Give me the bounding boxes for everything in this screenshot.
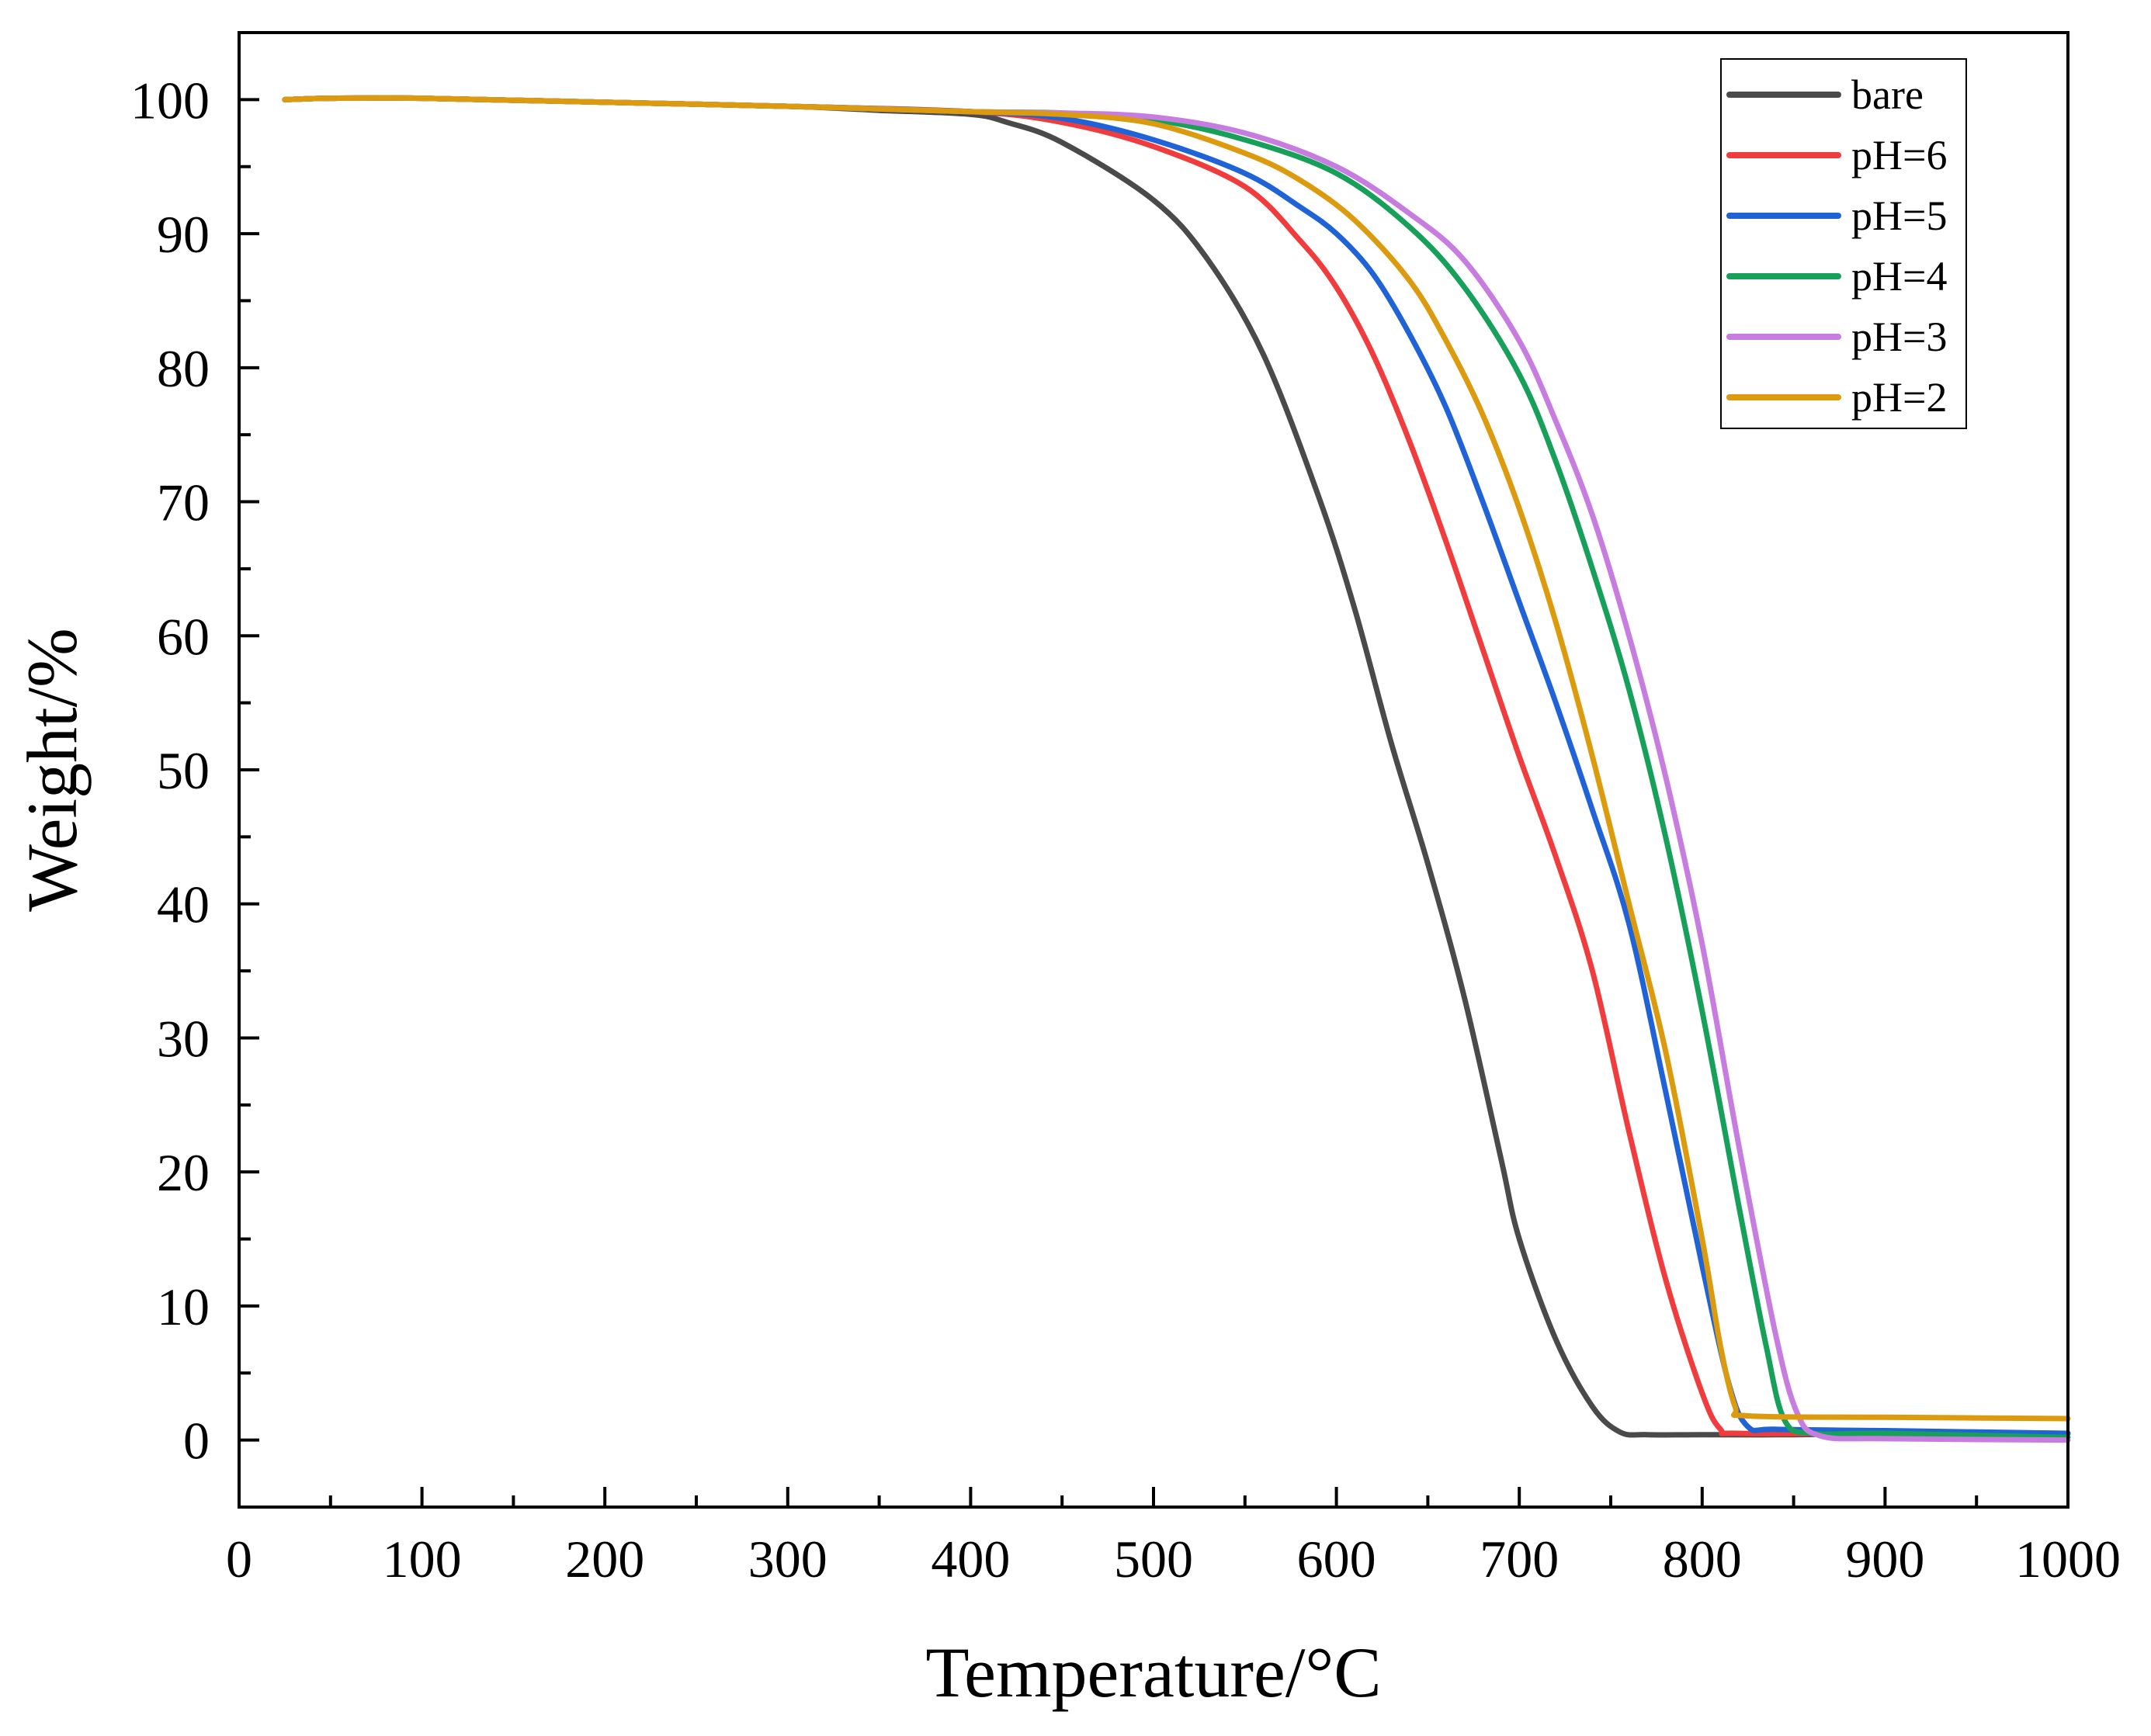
x-tick-label: 500 xyxy=(1114,1530,1193,1589)
y-tick-label: 0 xyxy=(183,1412,210,1471)
series-layer xyxy=(282,95,2071,1443)
x-tick-label: 200 xyxy=(565,1530,644,1589)
legend-label: pH=5 xyxy=(1851,192,1947,239)
series-line-ph-2 xyxy=(282,95,2071,1422)
y-tick-label: 50 xyxy=(157,741,210,800)
legend-label: bare xyxy=(1851,71,1924,118)
x-tick-label: 300 xyxy=(748,1530,827,1589)
y-tick-label: 90 xyxy=(157,205,210,264)
plot-frame xyxy=(238,31,2069,1509)
y-tick-label: 40 xyxy=(157,875,210,934)
legend-label: pH=3 xyxy=(1851,314,1947,360)
x-tick-label: 400 xyxy=(931,1530,1010,1589)
legend: bare pH=6 pH=5 pH=4 pH=3 pH=2 xyxy=(1720,58,1967,429)
x-tick-label: 100 xyxy=(383,1530,462,1589)
x-tick-label: 600 xyxy=(1297,1530,1376,1589)
y-tick-label: 100 xyxy=(130,71,210,130)
x-tick-label: 0 xyxy=(226,1530,252,1589)
y-tick-label: 60 xyxy=(157,607,210,666)
x-tick-label: 900 xyxy=(1845,1530,1924,1589)
x-tick-label: 1000 xyxy=(2015,1530,2121,1589)
y-axis-label: Weight/% xyxy=(12,628,92,912)
y-tick-label: 80 xyxy=(157,339,210,398)
legend-label: pH=4 xyxy=(1851,253,1947,300)
y-tick-label: 10 xyxy=(157,1277,210,1336)
legend-label: pH=6 xyxy=(1851,132,1947,178)
y-tick-label: 30 xyxy=(157,1009,210,1068)
tick-layer: 0 100 200 300 400 500 600 700 800 900 1000 0 10 20 30 4… xyxy=(130,71,2121,1589)
legend-box xyxy=(1720,58,1967,429)
x-tick-label: 800 xyxy=(1663,1530,1742,1589)
legend-label: pH=2 xyxy=(1851,374,1947,421)
y-tick-label: 70 xyxy=(157,473,210,532)
x-axis-label: Temperature/°C xyxy=(925,1633,1381,1712)
x-tick-label: 700 xyxy=(1480,1530,1559,1589)
y-tick-label: 20 xyxy=(157,1143,210,1202)
